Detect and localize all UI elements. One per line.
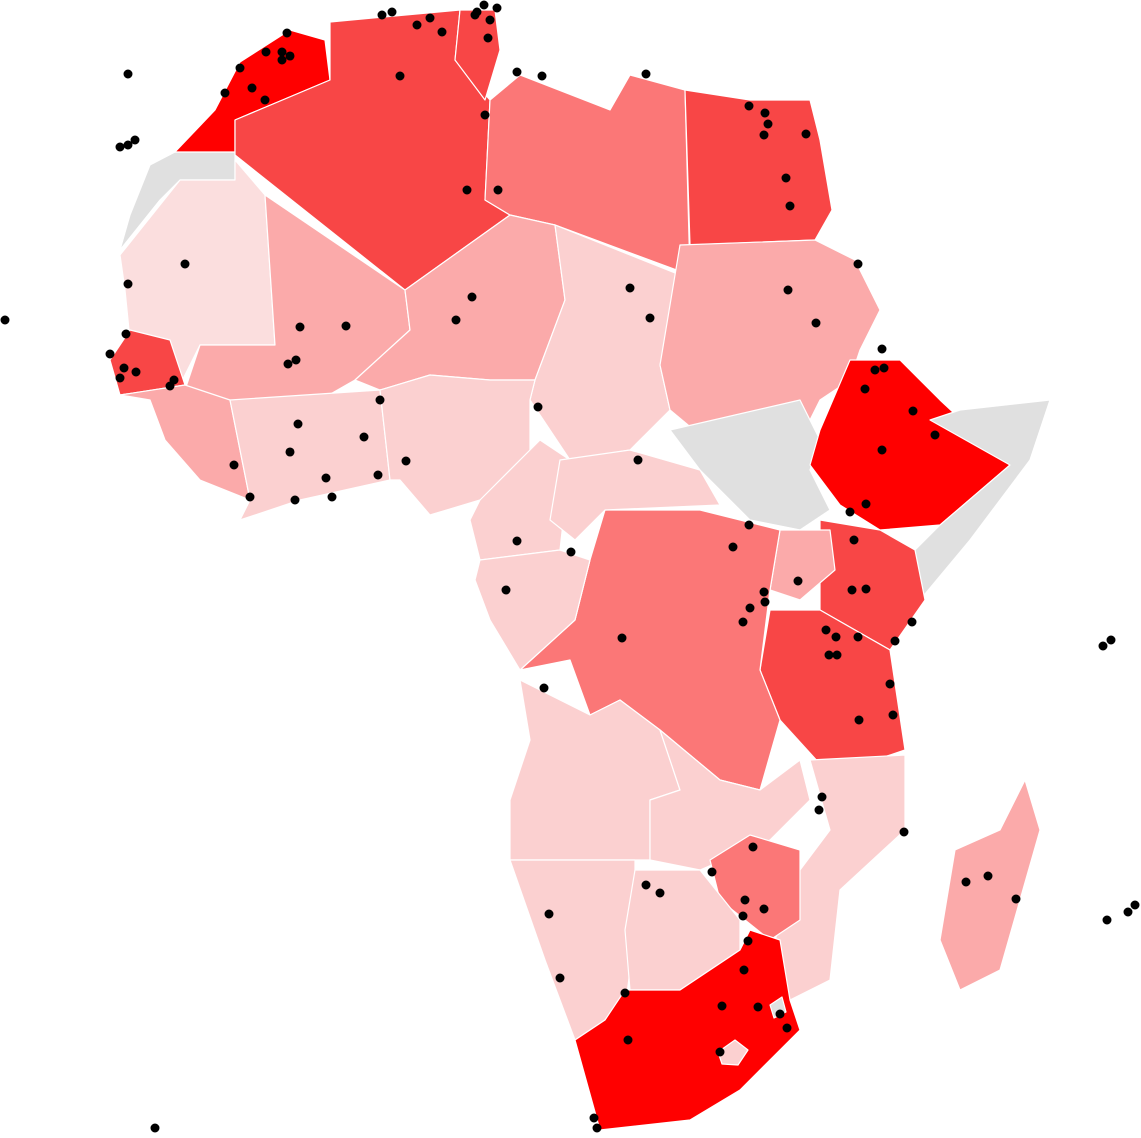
congo-gabon <box>474 549 591 671</box>
sudan <box>659 239 881 441</box>
guinea <box>119 384 251 501</box>
west-africa-coast <box>229 389 391 521</box>
zambia <box>649 729 811 871</box>
lesotho <box>717 1039 749 1066</box>
countries <box>109 9 1051 1131</box>
south-sudan <box>669 399 831 531</box>
egypt <box>684 89 833 246</box>
mozambique <box>774 754 906 1001</box>
madagascar <box>939 779 1041 991</box>
central-african-republic <box>549 449 721 541</box>
ethiopia <box>809 359 1011 531</box>
tunisia <box>454 9 501 101</box>
